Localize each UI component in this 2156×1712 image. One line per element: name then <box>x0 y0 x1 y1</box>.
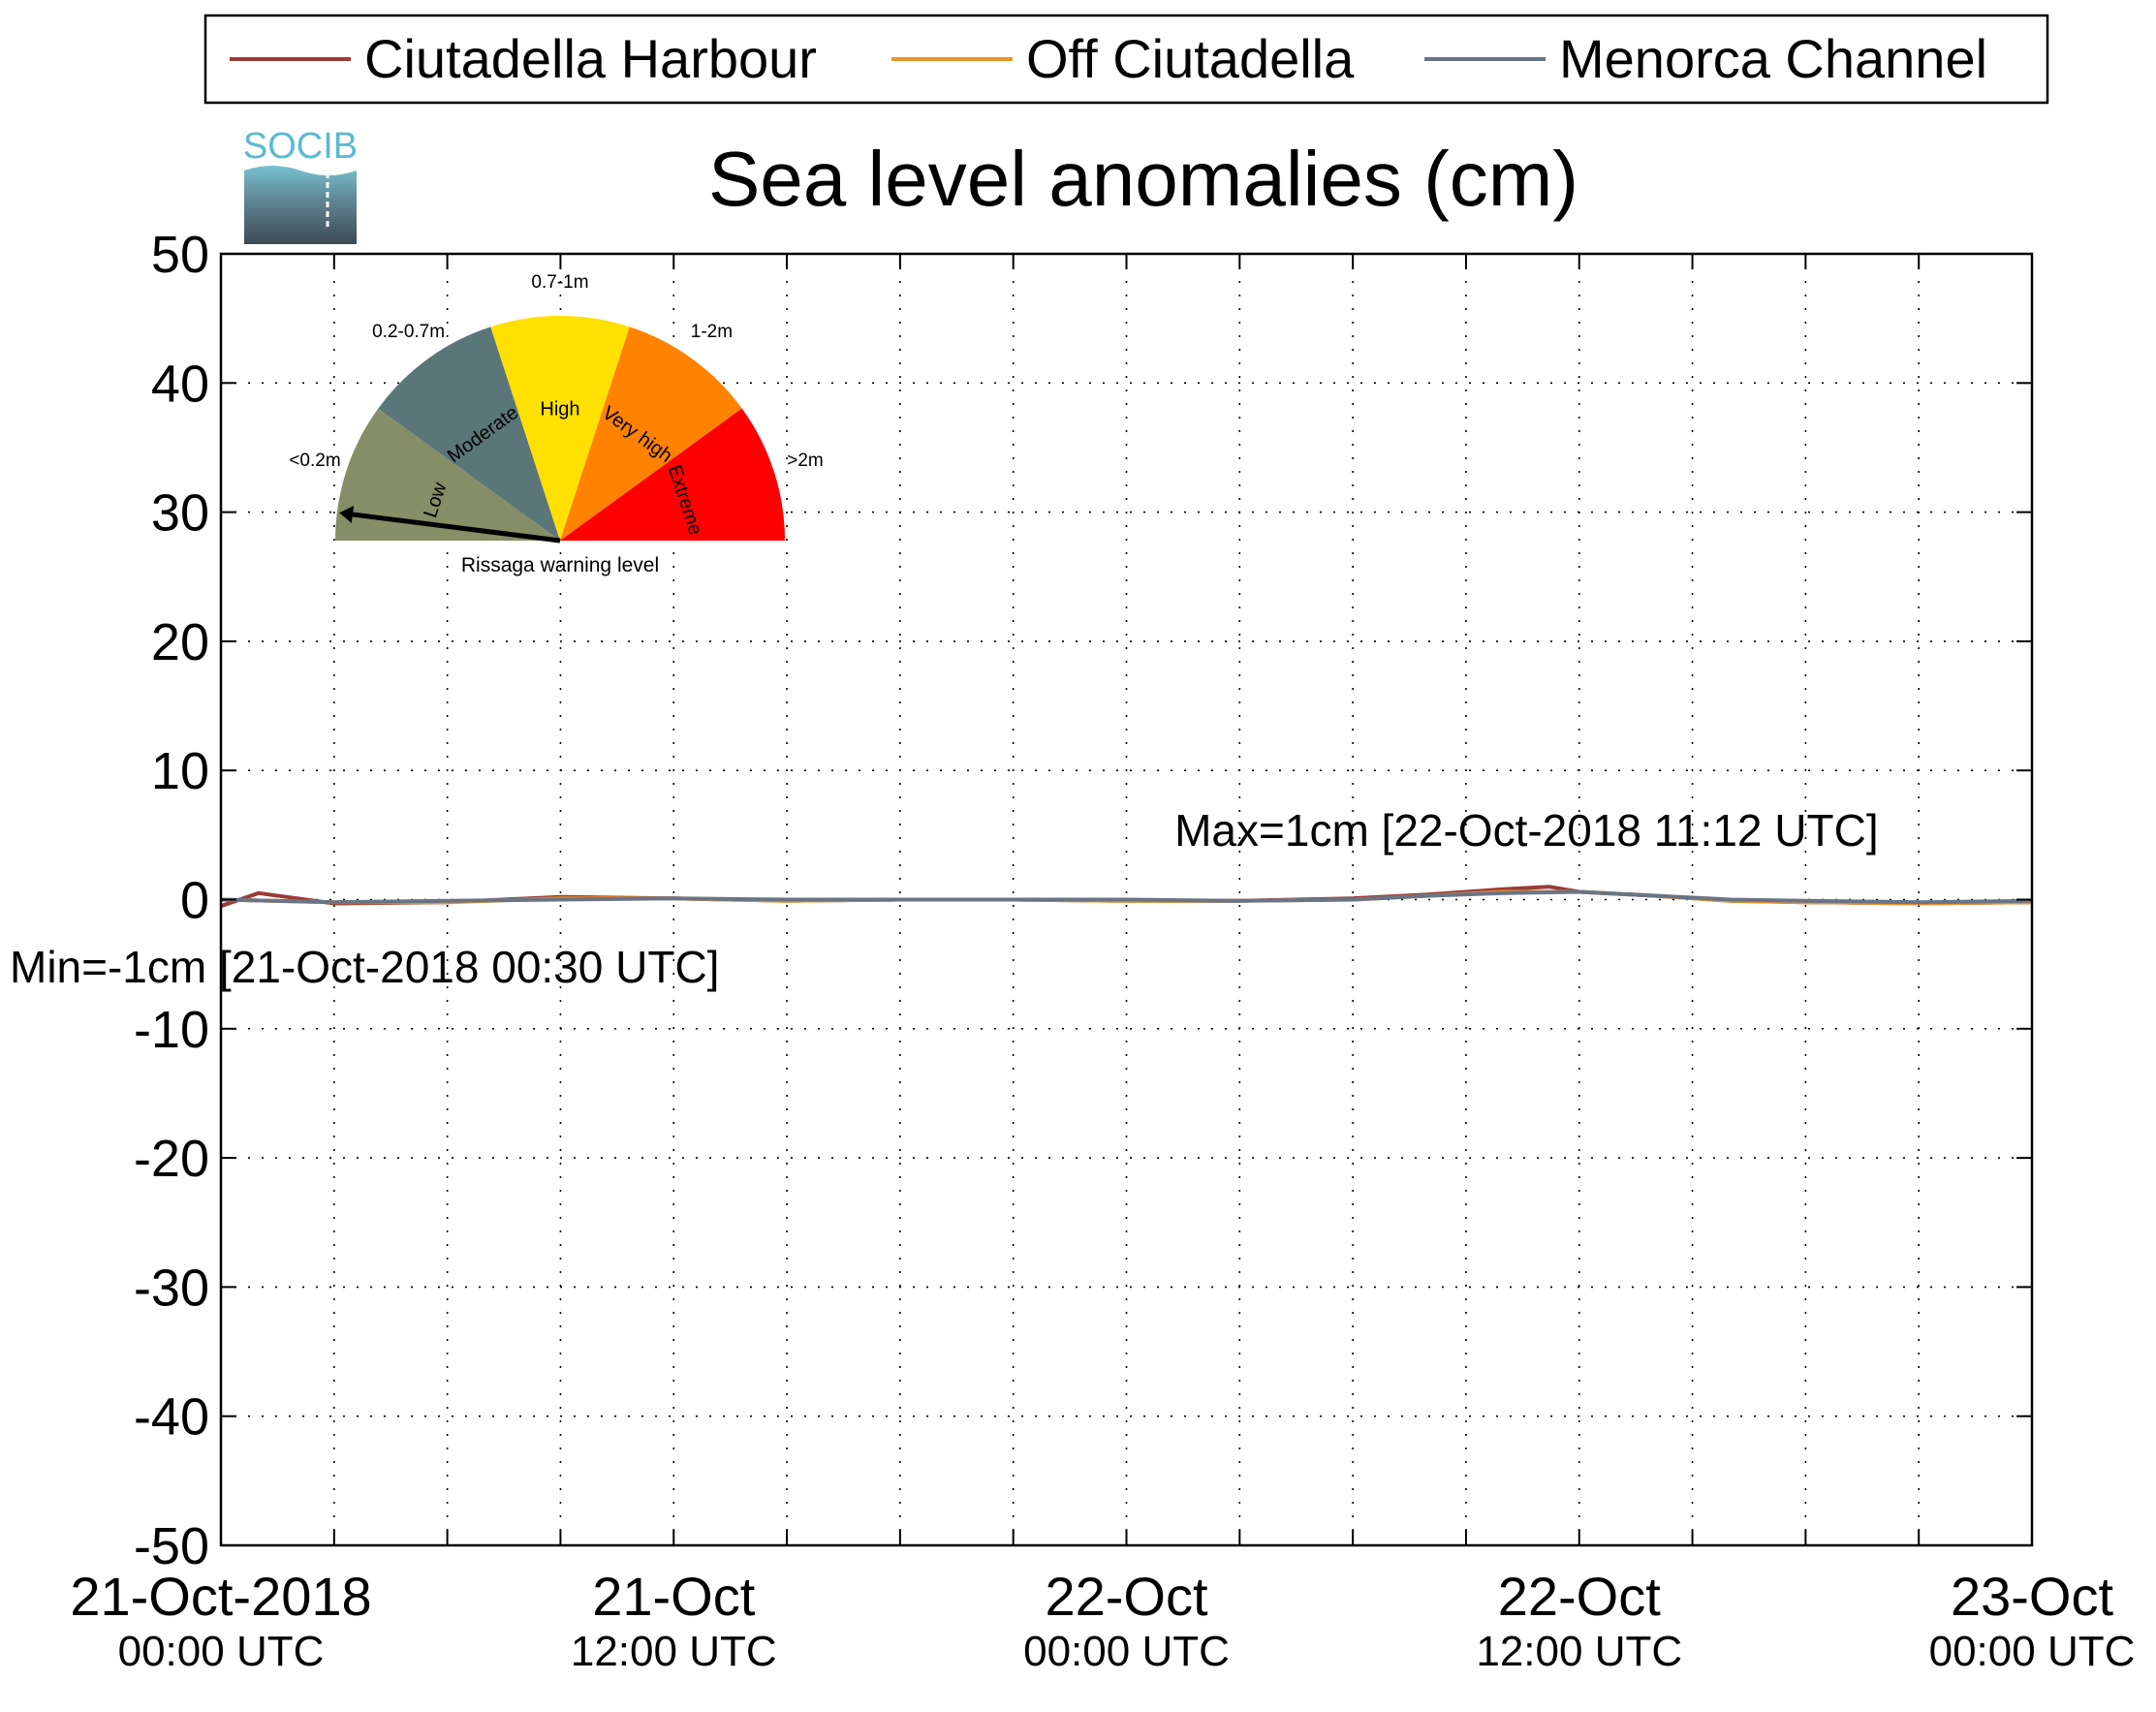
y-tick-label: -30 <box>134 1259 209 1317</box>
gauge-range-low: <0.2m <box>289 451 340 471</box>
x-tick-sublabel: 00:00 UTC <box>1023 1628 1230 1675</box>
chart-title: Sea level anomalies (cm) <box>708 136 1578 222</box>
gauge-range-very-high: 1-2m <box>691 322 733 342</box>
y-tick-label: -20 <box>134 1130 209 1188</box>
gauge-segment-very-high <box>560 327 742 541</box>
series-line-menorca-channel <box>220 889 2033 905</box>
x-tick-label: 22-Oct <box>1045 1566 1207 1627</box>
y-tick-label: 20 <box>151 613 209 671</box>
gauge-segment-extreme <box>560 408 785 541</box>
x-tick-sublabel: 12:00 UTC <box>1476 1628 1682 1675</box>
y-tick-label: -40 <box>134 1388 209 1447</box>
y-tick-label: 40 <box>151 355 209 413</box>
x-tick-label: 21-Oct <box>592 1566 755 1627</box>
series-lines <box>220 885 2033 909</box>
gauge-segment-moderate <box>378 327 560 541</box>
gauge-segment-high <box>490 316 630 541</box>
gauge-range-moderate: 0.2-0.7m <box>372 322 445 342</box>
gauge-range-extreme: >2m <box>787 451 824 471</box>
grid <box>221 254 2032 1545</box>
legend-label-ciutadella-harbour: Ciutadella Harbour <box>364 28 817 89</box>
gauge-caption: Rissaga warning level <box>461 554 659 576</box>
gauge-needle-head <box>339 506 355 523</box>
x-tick-sublabel: 00:00 UTC <box>118 1628 325 1675</box>
legend-label-menorca-channel: Menorca Channel <box>1559 28 1987 89</box>
logo-text: SOCIB <box>243 126 358 167</box>
x-tick-label: 23-Oct <box>1951 1566 2113 1627</box>
gauge-segment-low <box>334 408 560 541</box>
y-tick-label: 30 <box>151 484 209 543</box>
min-annotation: Min=-1cm [21-Oct-2018 00:30 UTC] <box>10 942 719 992</box>
gauge-range-high: 0.7-1m <box>531 272 588 293</box>
legend-box <box>203 14 2049 105</box>
x-tick-sublabel: 12:00 UTC <box>571 1628 777 1675</box>
x-tick-sublabel: 00:00 UTC <box>1929 1628 2136 1675</box>
legend: Ciutadella Harbour Off Ciutadella Menorc… <box>203 14 2049 105</box>
legend-label-off-ciutadella: Off Ciutadella <box>1026 28 1355 89</box>
x-tick-label: 22-Oct <box>1498 1566 1661 1627</box>
socib-logo: SOCIB <box>243 126 358 244</box>
gauge-label-high: High <box>540 399 579 420</box>
y-tick-label: 0 <box>180 872 209 930</box>
y-tick-label: -50 <box>134 1517 209 1575</box>
gauge-needle <box>352 512 561 544</box>
y-tick-label: 50 <box>151 226 209 284</box>
y-tick-label: 10 <box>151 742 209 800</box>
max-annotation: Max=1cm [22-Oct-2018 11:12 UTC] <box>1174 805 1879 856</box>
y-tick-label: -10 <box>134 1001 209 1059</box>
logo-mark <box>244 165 357 244</box>
annotations: Max=1cm [22-Oct-2018 11:12 UTC] Min=-1cm … <box>10 805 1879 992</box>
x-tick-label: 21-Oct-2018 <box>70 1566 371 1627</box>
y-axis: -50 -40 -30 -20 -10 0 10 20 30 40 50 <box>134 226 2032 1575</box>
